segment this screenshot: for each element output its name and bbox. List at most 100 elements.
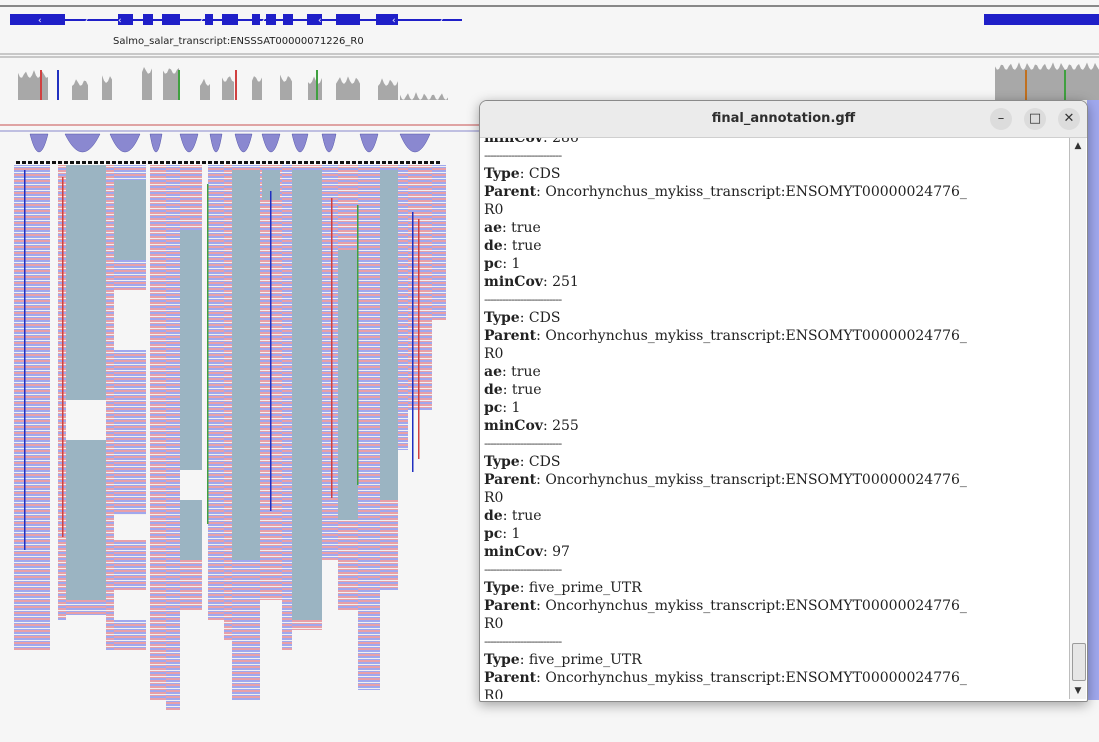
attribute-value: 286: [552, 138, 579, 146]
junction-tick: [70, 161, 74, 164]
junction-tick: [334, 161, 338, 164]
attribute-value: CDS: [528, 310, 561, 326]
minimize-button[interactable]: –: [990, 108, 1012, 130]
junction-tick: [52, 161, 56, 164]
mismatch-marker: [178, 70, 180, 100]
junction-tick: [298, 161, 302, 164]
coverage-bar: [200, 78, 210, 100]
read-pileup: [432, 165, 446, 320]
attribute-value: 1: [511, 526, 521, 542]
feature-popup-window[interactable]: final_annotation.gff – □ ✕ minCov: 286 --…: [479, 100, 1088, 702]
attribute-key: de: [484, 238, 503, 254]
coverage-track[interactable]: [18, 62, 1099, 100]
junction-arc: [291, 133, 309, 153]
attribute-continuation: R0: [484, 346, 504, 362]
junction-tick: [160, 161, 164, 164]
attribute-value: true: [511, 382, 542, 398]
read-pileup: [398, 165, 408, 450]
attribute-separator: :: [501, 220, 512, 236]
splice-junction-track[interactable]: [16, 133, 440, 164]
attribute-separator: :: [519, 652, 529, 668]
read-gap: [180, 470, 202, 500]
attribute-separator: :: [542, 138, 553, 146]
attribute-key: Type: [484, 310, 520, 326]
read-pileup: [322, 165, 338, 560]
split-read-block: [262, 170, 280, 200]
exon-block: [222, 14, 238, 25]
junction-tick: [232, 161, 236, 164]
junction-tick: [34, 161, 38, 164]
junction-tick: [130, 161, 134, 164]
record-divider: --------------------------: [484, 437, 562, 450]
junction-tick: [268, 161, 272, 164]
gene-feature-track[interactable]: ‹‹‹‹‹‹‹‹‹‹‹: [10, 14, 1099, 26]
split-read-block: [66, 165, 106, 600]
popup-titlebar[interactable]: final_annotation.gff – □ ✕: [480, 101, 1087, 138]
junction-tick: [250, 161, 254, 164]
split-read-block: [180, 230, 202, 560]
junction-arc: [179, 133, 199, 153]
close-button[interactable]: ✕: [1058, 108, 1080, 130]
junction-tick: [64, 161, 68, 164]
scrollbar-thumb[interactable]: [1072, 643, 1086, 681]
attribute-row: Type: CDS: [480, 453, 967, 471]
junction-tick: [154, 161, 158, 164]
read-pileup: [408, 165, 432, 410]
junction-arc: [234, 133, 253, 153]
popup-content[interactable]: minCov: 286 -------------------------- Typ…: [480, 138, 1069, 699]
mismatch-marker: [316, 70, 318, 100]
record-divider: --------------------------: [484, 293, 562, 306]
variant-column: [207, 184, 209, 524]
attribute-row: minCov: 97: [480, 543, 967, 561]
attribute-value: CDS: [528, 166, 561, 182]
vertical-scrollbar[interactable]: ▲ ▼: [1069, 138, 1086, 699]
junction-tick: [118, 161, 122, 164]
attribute-key: ae: [484, 364, 502, 380]
junction-arc: [29, 133, 49, 153]
coverage-bar: [72, 79, 88, 100]
exon-block: [205, 14, 213, 25]
attribute-key: Parent: [484, 328, 537, 344]
strand-arrow-icon: ‹: [392, 16, 396, 26]
record-divider: --------------------------: [484, 635, 562, 648]
strand-arrow-icon: ‹: [38, 16, 42, 26]
exon-block: [10, 14, 65, 25]
junction-tick: [376, 161, 380, 164]
junction-tick: [274, 161, 278, 164]
junction-tick: [166, 161, 170, 164]
attribute-value: Oncorhynchus_mykiss_transcript:ENSOMYT00…: [545, 328, 967, 344]
strand-arrow-icon: ‹: [318, 16, 322, 26]
attribute-key: Parent: [484, 472, 537, 488]
attribute-key: Type: [484, 166, 520, 182]
coverage-bar: [336, 76, 360, 100]
attribute-value: 1: [511, 400, 521, 416]
junction-arc: [109, 133, 141, 153]
attribute-row: minCov: 251: [480, 273, 967, 291]
split-read-block: [114, 180, 146, 260]
coverage-bar: [142, 67, 152, 100]
attribute-value: true: [511, 364, 541, 380]
scroll-up-icon[interactable]: ▲: [1074, 141, 1082, 151]
coverage-bar: [280, 74, 292, 100]
attribute-value: true: [511, 220, 541, 236]
read-pileup: [1087, 100, 1099, 700]
maximize-button[interactable]: □: [1024, 108, 1046, 130]
strand-arrow-icon: ‹: [118, 16, 122, 26]
junction-tick: [262, 161, 266, 164]
variant-column: [24, 170, 26, 550]
read-pileup: [150, 165, 166, 700]
read-pileup: [166, 165, 180, 710]
attribute-separator: :: [502, 238, 512, 254]
attribute-row: Parent: Oncorhynchus_mykiss_transcript:E…: [480, 183, 967, 201]
junction-tick: [364, 161, 368, 164]
exon-block: [266, 14, 276, 25]
coverage-bar: [308, 76, 322, 100]
attribute-row: minCov: 286: [480, 138, 967, 147]
attribute-key: minCov: [484, 138, 543, 146]
junction-arc: [321, 133, 337, 153]
attribute-continuation: R0: [484, 202, 504, 218]
attribute-key: de: [484, 508, 503, 524]
alignment-reads-track[interactable]: [14, 100, 1099, 710]
scroll-down-icon[interactable]: ▼: [1074, 686, 1082, 696]
attribute-separator: :: [536, 328, 546, 344]
